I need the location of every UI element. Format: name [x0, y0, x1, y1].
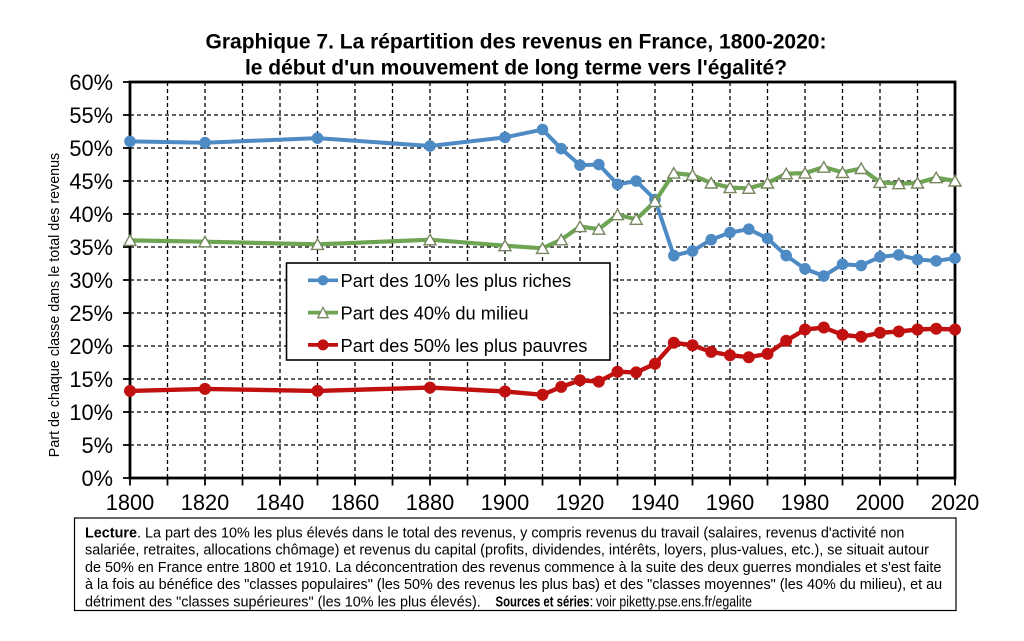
svg-text:1800: 1800: [106, 490, 155, 515]
svg-text:2000: 2000: [856, 490, 905, 515]
svg-text:1880: 1880: [406, 490, 455, 515]
svg-text:1920: 1920: [556, 490, 605, 515]
svg-text:Part de chaque classe dans le: Part de chaque classe dans le total des …: [47, 153, 63, 457]
svg-text:15%: 15%: [69, 367, 113, 392]
svg-text:30%: 30%: [69, 268, 113, 293]
svg-text:le début d'un mouvement de lon: le début d'un mouvement de long terme ve…: [245, 56, 787, 79]
svg-text:1900: 1900: [481, 490, 530, 515]
svg-text:Sources et séries: Sources et séries: [496, 594, 590, 610]
svg-text:2020: 2020: [931, 490, 980, 515]
svg-text:1960: 1960: [706, 490, 755, 515]
svg-text:10%: 10%: [69, 400, 113, 425]
svg-text:Part des 10% les plus riches: Part des 10% les plus riches: [341, 270, 572, 291]
svg-text:0%: 0%: [81, 466, 113, 491]
svg-text:50%: 50%: [69, 136, 113, 161]
svg-text:35%: 35%: [69, 235, 113, 260]
svg-text:détriment des "classes supérie: détriment des "classes supérieures" (les…: [85, 594, 481, 610]
svg-text:voir piketty.pse.ens.fr/egalit: voir piketty.pse.ens.fr/egalite: [596, 594, 752, 610]
svg-text:1940: 1940: [631, 490, 680, 515]
svg-text:25%: 25%: [69, 301, 113, 326]
svg-text:de 50% en France entre 1800 et: de 50% en France entre 1800 et 1910. La …: [85, 560, 941, 576]
svg-text:1840: 1840: [256, 490, 305, 515]
svg-text:Lecture. La part des 10% les p: Lecture. La part des 10% les plus élevés…: [85, 525, 904, 541]
svg-text:1820: 1820: [181, 490, 230, 515]
svg-text:salariée, retraites, allocatio: salariée, retraites, allocations chômage…: [85, 543, 929, 559]
svg-text:45%: 45%: [69, 169, 113, 194]
svg-text:Part des 40% du milieu: Part des 40% du milieu: [341, 303, 529, 324]
svg-text:1980: 1980: [781, 490, 830, 515]
svg-text:40%: 40%: [69, 202, 113, 227]
svg-text:60%: 60%: [69, 70, 113, 95]
svg-text:Graphique 7. La répartition de: Graphique 7. La répartition des revenus …: [206, 30, 827, 53]
svg-text:55%: 55%: [69, 103, 113, 128]
svg-text:à la fois au bénéfice des "cla: à la fois au bénéfice des "classes popul…: [85, 577, 942, 593]
svg-text:1860: 1860: [331, 490, 380, 515]
svg-text::: :: [590, 594, 594, 610]
svg-text:20%: 20%: [69, 334, 113, 359]
svg-text:Part des 50% les plus pauvres: Part des 50% les plus pauvres: [341, 335, 588, 356]
svg-text:5%: 5%: [81, 433, 113, 458]
